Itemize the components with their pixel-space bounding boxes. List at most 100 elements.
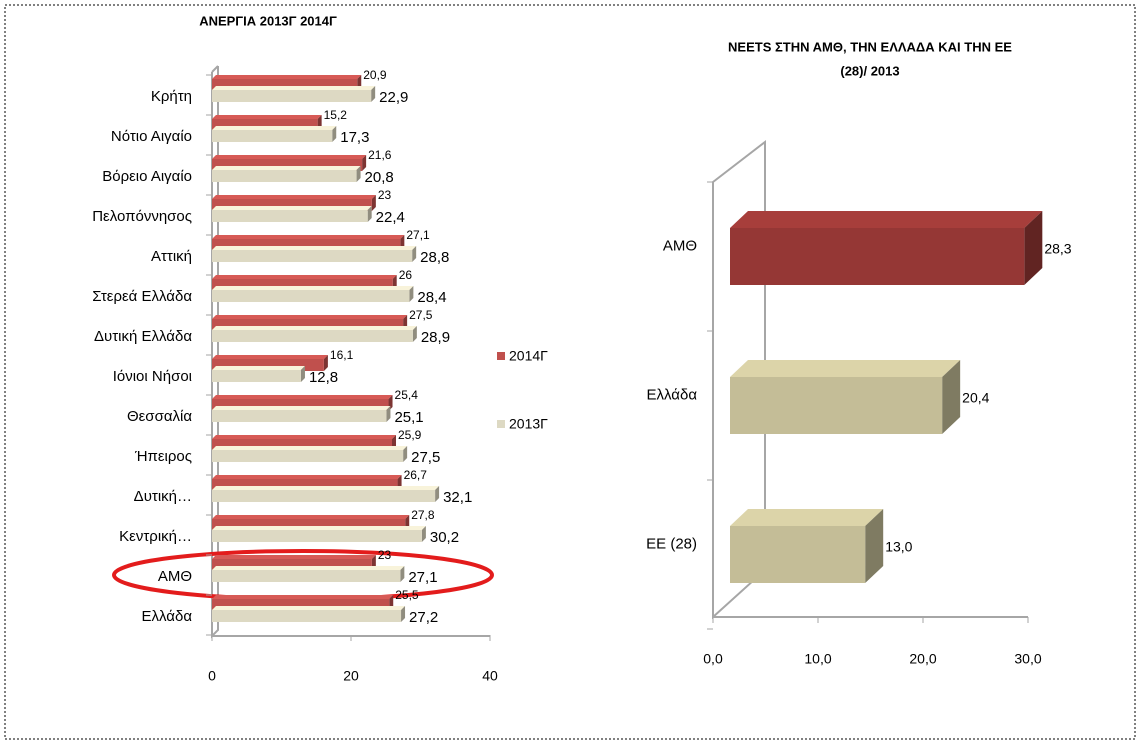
value-label: 25,5	[395, 588, 419, 602]
bar-top	[212, 555, 376, 559]
value-label: 27,5	[411, 449, 440, 466]
bar-side	[421, 526, 426, 542]
bar-side	[386, 406, 391, 422]
bar	[212, 210, 368, 222]
bar-top	[212, 595, 394, 599]
bar	[212, 130, 333, 142]
bar-top	[212, 446, 408, 450]
bar-side	[400, 566, 405, 582]
bar-top	[730, 360, 961, 377]
bar-side	[332, 126, 337, 142]
bar	[212, 570, 401, 582]
value-label: 30,2	[430, 529, 459, 546]
bar-side	[435, 486, 440, 502]
value-label: 27,5	[409, 308, 433, 322]
value-label: 27,1	[406, 228, 430, 242]
bar-side	[362, 155, 367, 171]
x-tick-label: 40	[482, 668, 498, 684]
y-tick-label: Δυτική…	[134, 488, 192, 505]
y-tick-label: Ήπειρος	[134, 448, 192, 465]
bar-side	[401, 606, 406, 622]
chart-title: NEETS ΣΤΗΝ ΑΜΘ, ΤΗΝ ΕΛΛΑΔΑ ΚΑΙ ΤΗΝ ΕΕ	[728, 39, 1012, 54]
bar	[212, 490, 436, 502]
bar-side	[323, 355, 328, 371]
bar-top	[212, 195, 376, 199]
bar	[730, 228, 1025, 285]
bar	[212, 330, 413, 342]
value-label: 22,4	[376, 209, 405, 226]
value-label: 25,1	[394, 409, 423, 426]
bar-top	[212, 75, 362, 79]
y-tick-label: ΑΜΘ	[663, 237, 697, 254]
legend-swatch	[497, 352, 505, 360]
bar-top	[212, 86, 376, 90]
value-label: 20,8	[365, 169, 394, 186]
y-tick-label: Δυτική Ελλάδα	[94, 328, 192, 345]
y-tick-label: Πελοπόννησος	[92, 208, 192, 225]
value-label: 15,2	[324, 108, 348, 122]
value-label: 16,1	[330, 348, 354, 362]
bar-top	[212, 206, 372, 210]
legend-swatch	[497, 420, 505, 428]
bar-top	[730, 211, 1043, 228]
bar-side	[412, 326, 417, 342]
bar-top	[212, 486, 440, 490]
bar-top	[212, 126, 337, 130]
bar-side	[412, 246, 417, 262]
bar-top	[212, 235, 405, 239]
bar-top	[212, 275, 397, 279]
bar	[730, 377, 943, 434]
value-label: 17,3	[340, 129, 369, 146]
bar	[212, 450, 404, 462]
value-label: 25,4	[395, 388, 419, 402]
bar	[212, 410, 387, 422]
bar-top	[730, 509, 884, 526]
bar-top	[212, 395, 393, 399]
x-tick-label: 20	[343, 668, 359, 684]
bar-top	[212, 246, 417, 250]
x-tick-label: 0	[208, 668, 216, 684]
y-tick-label: Κεντρική…	[119, 528, 192, 545]
chart-title: ΑΝΕΡΓΙΑ 2013Γ 2014Γ	[199, 13, 337, 28]
bar-top	[212, 435, 397, 439]
bar-top	[212, 526, 426, 530]
bar	[212, 290, 410, 302]
bar-top	[212, 366, 305, 370]
x-tick-label: 20,0	[909, 651, 936, 667]
bar	[212, 90, 372, 102]
value-label: 22,9	[379, 89, 408, 106]
bar-side	[356, 166, 361, 182]
x-tick-label: 30,0	[1014, 651, 1041, 667]
value-label: 13,0	[885, 539, 912, 555]
y-tick-label: Στερεά Ελλάδα	[92, 288, 192, 305]
y-tick-label: Ελλάδα	[142, 608, 193, 625]
legend-label: 2014Γ	[509, 348, 548, 364]
bar-top	[212, 115, 322, 119]
bar	[212, 610, 402, 622]
y-tick-label: Ελλάδα	[647, 386, 698, 403]
y-tick-label: ΑΜΘ	[158, 568, 192, 585]
bar-side	[371, 195, 376, 211]
bar-top	[212, 286, 414, 290]
bar-side	[942, 360, 961, 434]
chart-title: (28)/ 2013	[840, 63, 899, 78]
value-label: 28,4	[417, 289, 446, 306]
value-label: 23	[378, 548, 392, 562]
value-label: 28,8	[420, 249, 449, 266]
y-tick-label: Ιόνιοι Νήσοι	[113, 368, 192, 385]
bar-top	[212, 315, 408, 319]
legend-label: 2013Γ	[509, 416, 548, 432]
bar-side	[865, 509, 884, 583]
page-border	[4, 4, 1136, 740]
value-label: 21,6	[368, 148, 392, 162]
y-tick-label: ΕΕ (28)	[646, 535, 697, 552]
value-label: 20,9	[363, 68, 387, 82]
value-label: 27,1	[408, 569, 437, 586]
value-label: 27,8	[411, 508, 435, 522]
value-label: 32,1	[443, 489, 472, 506]
bar-side	[367, 206, 372, 222]
bar-side	[1024, 211, 1043, 285]
y-tick-label: Βόρειο Αιγαίο	[102, 168, 192, 185]
bar	[212, 170, 357, 182]
